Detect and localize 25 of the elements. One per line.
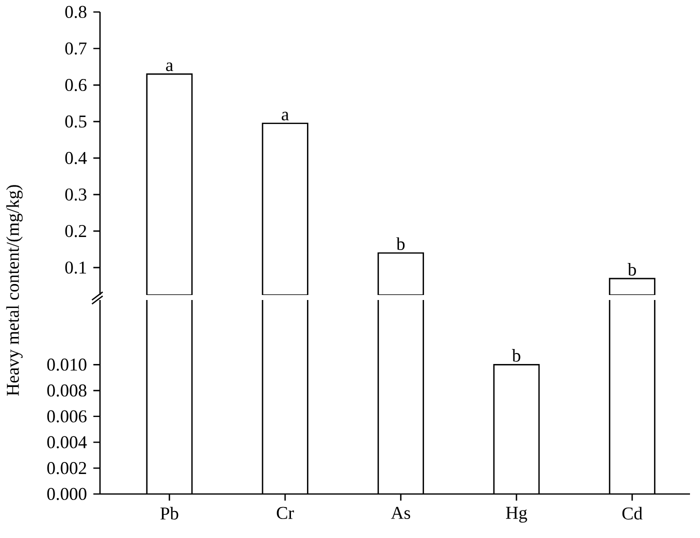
y-tick-label: 0.5 bbox=[65, 115, 86, 128]
annotation: b bbox=[628, 262, 636, 276]
y-axis-title: Heavy metal content/(mg/kg) bbox=[6, 185, 23, 396]
annotation: a bbox=[166, 62, 174, 72]
y-tick-label: 0.004 bbox=[47, 436, 87, 448]
annotation: b bbox=[396, 237, 405, 250]
y-tick-label: 0.3 bbox=[65, 188, 86, 201]
y-tick-label: 0.008 bbox=[47, 384, 86, 397]
y-tick-label: 0.010 bbox=[47, 358, 86, 371]
y-tick-label: 0.7 bbox=[65, 42, 87, 55]
x-tick-label: Cr bbox=[276, 506, 294, 519]
y-tick-label: 0.6 bbox=[65, 78, 87, 92]
y-tick-label: 0.4 bbox=[65, 152, 87, 164]
x-tick-label: Hg bbox=[506, 506, 528, 523]
annotation: b bbox=[512, 349, 520, 362]
x-tick-label: As bbox=[390, 506, 410, 519]
y-tick-label: 0.2 bbox=[65, 224, 86, 238]
annotation: a bbox=[282, 112, 289, 120]
y-tick-label: 0.000 bbox=[47, 488, 86, 500]
x-tick-label: Pb bbox=[160, 506, 178, 520]
y-tick-label: 0.8 bbox=[65, 6, 86, 18]
y-tick-label: 0.002 bbox=[47, 462, 86, 474]
y-tick-label: 0.006 bbox=[47, 410, 87, 422]
x-tick-label: Cd bbox=[622, 506, 642, 520]
y-tick-label: 0.1 bbox=[65, 261, 86, 274]
